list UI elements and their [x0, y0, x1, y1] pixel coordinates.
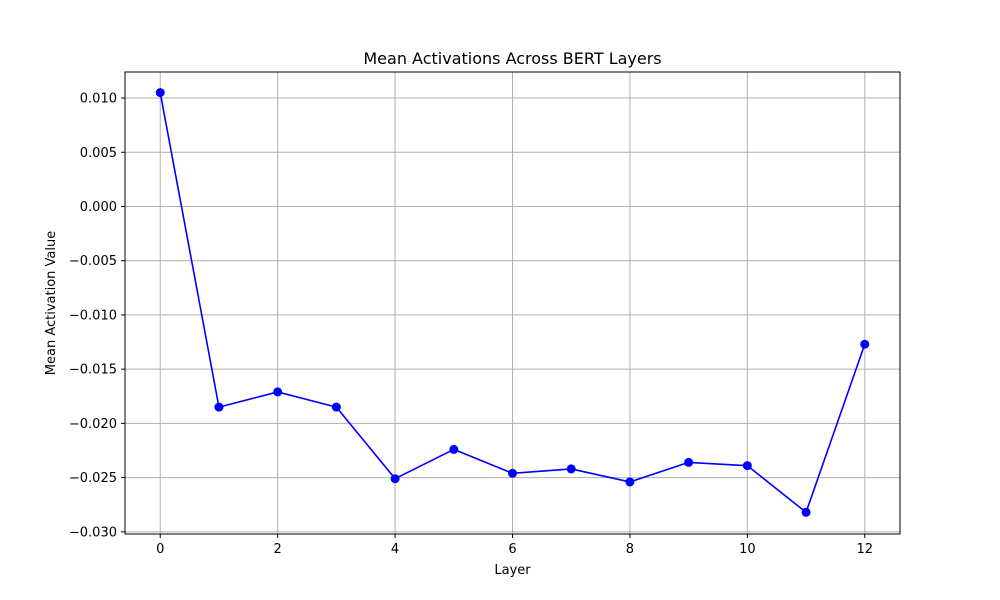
plot-frame — [124, 71, 901, 535]
x-tick-label: 2 — [274, 542, 282, 557]
y-tick-label: 0.005 — [80, 146, 117, 161]
data-point-marker — [390, 474, 400, 484]
y-tick-label: −0.005 — [69, 254, 117, 269]
grid — [125, 72, 900, 534]
y-tick-label: −0.015 — [69, 363, 117, 378]
y-tick-label: −0.025 — [69, 471, 117, 486]
x-tick-label: 4 — [391, 542, 399, 557]
data-point-marker — [331, 402, 341, 412]
data-point-marker — [860, 339, 870, 349]
data-point-marker — [214, 402, 224, 412]
y-tick-label: 0.010 — [80, 92, 117, 107]
x-tick-label: 8 — [626, 542, 634, 557]
data-point-marker — [684, 457, 694, 467]
x-tick-label: 6 — [508, 542, 516, 557]
y-tick-label: 0.000 — [80, 200, 117, 215]
data-point-marker — [625, 477, 635, 487]
y-tick-label: −0.010 — [69, 308, 117, 323]
data-point-marker — [273, 387, 283, 397]
data-point-marker — [801, 507, 811, 517]
x-axis-label: Layer — [494, 563, 531, 578]
chart-title: Mean Activations Across BERT Layers — [363, 49, 661, 68]
y-tick-label: −0.020 — [69, 417, 117, 432]
x-tick-label: 0 — [156, 542, 164, 557]
data-point-marker — [508, 468, 517, 478]
x-tick-label: 10 — [739, 542, 756, 557]
data-point-marker — [449, 444, 459, 454]
data-point-marker — [566, 464, 576, 474]
axes: 0 2 4 6 8 10 12 0.010 0.005 0.000 −0.005 −0.010 −0.0… — [69, 92, 873, 557]
data-point-marker — [742, 461, 752, 471]
data-point-marker — [155, 88, 165, 98]
y-axis-label: Mean Activation Value — [44, 231, 59, 375]
y-tick-label: −0.030 — [69, 525, 117, 540]
x-tick-label: 12 — [856, 542, 873, 557]
series — [155, 88, 870, 517]
